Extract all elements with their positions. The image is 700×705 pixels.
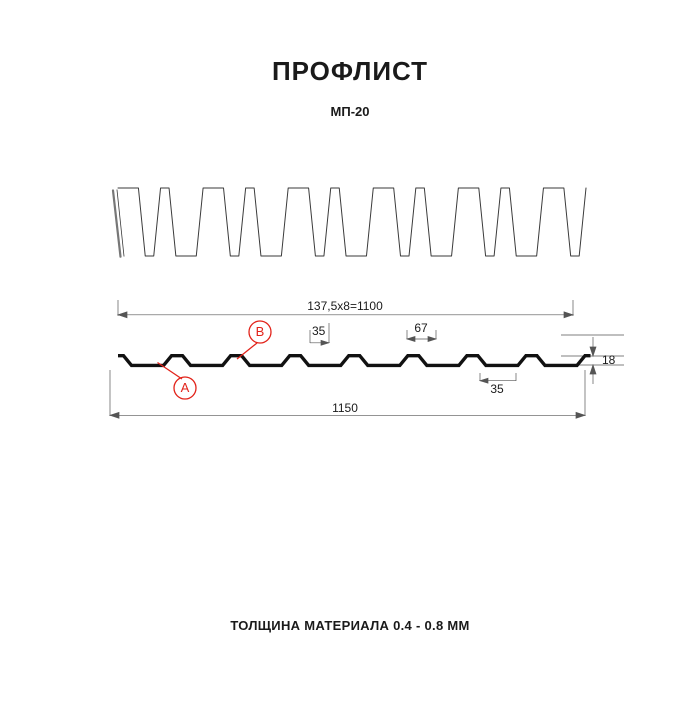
svg-text:B: B [256,324,265,339]
svg-text:1150: 1150 [332,401,358,415]
svg-text:35: 35 [490,382,504,396]
svg-text:67: 67 [414,321,428,335]
svg-text:ТОЛЩИНА МАТЕРИАЛА 0.4 - 0.8 ММ: ТОЛЩИНА МАТЕРИАЛА 0.4 - 0.8 ММ [230,618,469,633]
svg-text:35: 35 [312,324,326,338]
svg-text:137,5x8=1100: 137,5x8=1100 [307,299,383,313]
svg-text:18: 18 [602,353,616,367]
svg-text:ПРОФЛИСТ: ПРОФЛИСТ [272,56,428,86]
svg-text:МП-20: МП-20 [331,104,370,119]
svg-text:A: A [181,380,190,395]
